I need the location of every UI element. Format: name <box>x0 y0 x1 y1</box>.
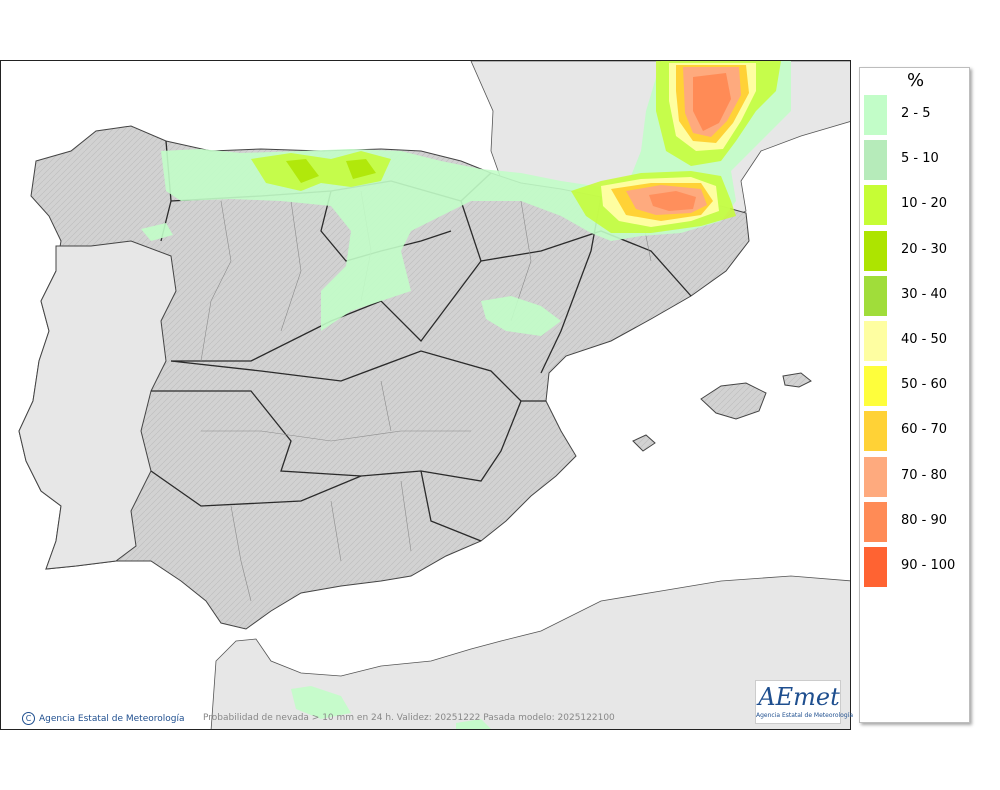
map-caption: Probabilidad de nevada > 10 mm en 24 h. … <box>203 713 615 723</box>
legend-swatch <box>864 321 887 361</box>
legend-label: 70 - 80 <box>901 467 948 483</box>
africa-landmass <box>210 575 850 729</box>
copyright-notice: C Agencia Estatal de Meteorología <box>22 712 185 725</box>
portugal-landmass <box>18 240 177 570</box>
snow-probability-2-5 <box>161 61 791 331</box>
legend-label: 10 - 20 <box>901 196 948 212</box>
legend-entry: 20 - 30 <box>864 230 968 273</box>
legend-swatch <box>864 275 887 316</box>
logo-subtitle: Agencia Estatal de Meteorología <box>756 712 853 719</box>
legend-label: 90 - 100 <box>901 558 956 573</box>
legend-entry: 40 - 50 <box>864 321 968 363</box>
copyright-text: Agencia Estatal de Meteorología <box>39 714 185 724</box>
legend-swatch <box>864 456 887 497</box>
legend-label: 80 - 90 <box>901 512 948 528</box>
legend-swatch <box>864 230 887 271</box>
legend-label: 20 - 30 <box>901 241 948 257</box>
legend-label: 5 - 10 <box>901 151 939 167</box>
snow-probability-80-90-pyrenees <box>649 191 696 211</box>
legend-label: 50 - 60 <box>901 377 948 393</box>
copyright-icon: C <box>22 712 35 725</box>
aemet-logo: AEmet Agencia Estatal de Meteorología <box>755 680 853 724</box>
legend-label: 30 - 40 <box>901 286 948 302</box>
legend-label: 40 - 50 <box>901 332 948 347</box>
snow-probability-2-5-africa <box>291 686 491 729</box>
legend-title: % <box>906 70 925 91</box>
snow-probability-80-90-alps <box>693 73 731 131</box>
legend-swatch <box>864 140 887 181</box>
legend-panel: % 2 - 5 5 - 10 10 - 20 20 - 30 30 - 40 40 - 5… <box>859 67 970 723</box>
snow-probability-2-5-iberian <box>481 296 561 336</box>
legend-entry: 2 - 5 <box>864 95 968 137</box>
map-frame <box>0 60 851 730</box>
legend-label: 60 - 70 <box>901 422 948 438</box>
legend-entry: 10 - 20 <box>864 185 968 227</box>
legend-entry: 60 - 70 <box>864 411 968 453</box>
map-canvas <box>18 61 850 729</box>
legend-swatch <box>864 95 887 135</box>
mallorca-island <box>700 382 767 420</box>
legend-swatch <box>864 547 887 587</box>
legend-entry: 70 - 80 <box>864 456 968 499</box>
menorca-island <box>782 372 812 388</box>
legend-swatch <box>864 185 887 226</box>
ibiza-island <box>632 434 656 452</box>
legend-entry: 80 - 90 <box>864 501 968 544</box>
legend-swatch <box>864 501 887 542</box>
legend-entry: 90 - 100 <box>864 547 968 589</box>
legend-swatch <box>864 411 887 452</box>
logo-wordmark: AEmet <box>758 683 840 711</box>
legend-label: 2 - 5 <box>901 106 931 121</box>
snow-probability-20-30-cantabria <box>286 159 376 183</box>
snow-probability-2-5-sistema-central <box>141 223 173 241</box>
legend-entry: 5 - 10 <box>864 140 968 182</box>
legend-entry: 50 - 60 <box>864 366 968 408</box>
legend-entry: 30 - 40 <box>864 275 968 318</box>
legend-swatch <box>864 366 887 407</box>
